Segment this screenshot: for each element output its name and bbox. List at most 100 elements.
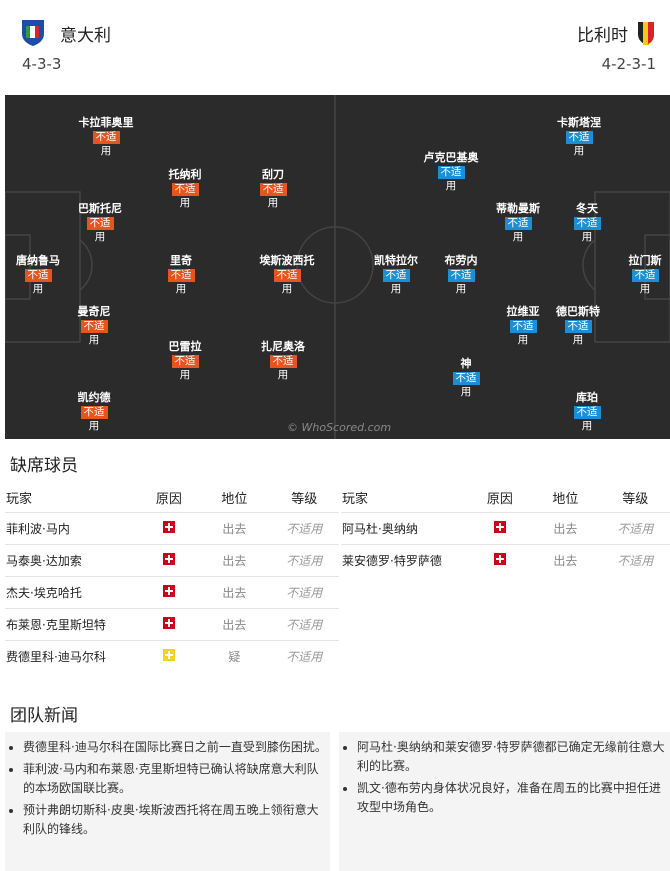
news-item: 预计弗朗切斯科·皮奥·埃斯波西托将在周五晚上领衔意大利队的锋线。 <box>23 801 330 839</box>
player-name: 马泰奥·达加索 <box>5 544 139 577</box>
player: 布劳内 不适用 <box>416 254 506 296</box>
status-sub: 用 <box>445 180 457 192</box>
status-sub: 用 <box>517 334 529 346</box>
status-tag: 不适 <box>504 217 532 230</box>
home-formation: 4-3-3 <box>22 55 62 73</box>
column-header: 地位 <box>552 491 579 507</box>
rating: 不适用 <box>269 576 339 609</box>
player: 神不适用 <box>421 357 511 399</box>
news-item: 菲利波·马内和布莱恩·克里斯坦特已确认将缺席意大利队的本场欧国联比赛。 <box>23 760 330 798</box>
status-tag: 不适 <box>452 372 480 385</box>
player: 唐纳鲁马 不适用 <box>5 254 83 296</box>
player: 库珀 不适用 <box>542 391 632 433</box>
player: 卢克巴基奥 不适用 <box>406 151 496 193</box>
player: 曼奇尼 不适用 <box>49 305 139 347</box>
header-row: 玩家 原因 地位 等级 <box>341 482 670 513</box>
icon <box>493 553 506 565</box>
rating: 不适用 <box>600 512 670 545</box>
status-tag: 不适 <box>273 269 301 282</box>
reason-icon <box>138 512 200 545</box>
player: 刮刀 不适用 <box>228 168 318 210</box>
watermark: © WhoScored.com <box>287 421 392 434</box>
status-sub: 用 <box>179 197 191 209</box>
player: 拉维亚 不适用 <box>478 305 568 347</box>
status-sub: 用 <box>455 283 467 295</box>
reason-icon <box>138 544 200 577</box>
player: 里奇 不适用 <box>136 254 226 296</box>
player: 埃斯波西托 不适用 <box>242 254 332 296</box>
status: 出去 <box>199 544 270 577</box>
icon <box>162 617 175 629</box>
status: 出去 <box>199 608 270 641</box>
status-tag: 不适 <box>573 217 601 230</box>
player: 扎尼奥洛 不适用 <box>238 340 328 382</box>
icon <box>162 553 175 565</box>
player-name: 卡拉菲奥里 <box>78 116 134 129</box>
status-tag: 不适 <box>382 269 410 282</box>
italy-crest <box>22 20 44 46</box>
news-list: 费德里科·迪马尔科在国际比赛日之前一直受到膝伤困扰。菲利波·马内和布莱恩·克里斯… <box>5 738 330 839</box>
away-formation: 4-2-3-1 <box>601 55 656 73</box>
pitch-lines <box>5 95 670 439</box>
status-tag: 不适 <box>631 269 659 282</box>
player-name: 拉门斯 <box>628 254 662 267</box>
absence-row: 马泰奥·达加索 出去 不适用 <box>5 544 339 577</box>
player-name: 里奇 <box>170 254 192 267</box>
icon <box>162 585 175 597</box>
reason-icon <box>469 544 531 576</box>
status-tag: 不适 <box>167 269 195 282</box>
news-item: 凯文·德布劳内身体状况良好，准备在周五的比赛中担任进攻型中场角色。 <box>357 779 670 817</box>
status-tag: 不适 <box>24 269 52 282</box>
player-name: 凯特拉尔 <box>374 254 418 267</box>
status-tag: 不适 <box>564 320 592 333</box>
player: 卡斯塔涅 不适用 <box>534 116 624 158</box>
home-absences: 玩家 原因 地位 等级 菲利波·马内 出去 不适用 马泰奥·达加索 出去 不适用 杰夫·埃克哈托 出去… <box>5 482 339 672</box>
status-tag: 不适 <box>509 320 537 333</box>
absence-row: 阿马杜·奥纳纳 出去 不适用 <box>341 512 670 545</box>
player-name: 凯约德 <box>77 391 111 404</box>
news-item: 阿马杜·奥纳纳和莱安德罗·特罗萨德都已确定无缘前往意大利的比赛。 <box>357 738 670 776</box>
status-sub: 用 <box>573 145 585 157</box>
rating: 不适用 <box>600 544 670 576</box>
status-sub: 用 <box>179 369 191 381</box>
status-tag: 不适 <box>573 406 601 419</box>
player-name: 阿马杜·奥纳纳 <box>341 512 470 545</box>
status: 出去 <box>199 576 270 609</box>
status-tag: 不适 <box>269 355 297 368</box>
player-name: 拉维亚 <box>506 305 540 318</box>
player-name: 杰夫·埃克哈托 <box>5 576 139 609</box>
status-tag: 不适 <box>171 355 199 368</box>
status-sub: 用 <box>88 420 100 432</box>
column-header: 玩家 <box>342 491 369 507</box>
absence-row: 菲利波·马内 出去 不适用 <box>5 512 339 545</box>
status: 疑 <box>199 640 270 672</box>
icon <box>493 521 506 533</box>
header-row: 玩家 原因 地位 等级 <box>5 482 339 513</box>
player-name: 德巴斯特 <box>556 305 600 318</box>
status-sub: 用 <box>100 145 112 157</box>
absences-title: 缺席球员 <box>10 456 78 476</box>
absence-row: 杰夫·埃克哈托 出去 不适用 <box>5 576 339 609</box>
news-item: 费德里科·迪马尔科在国际比赛日之前一直受到膝伤困扰。 <box>23 738 330 757</box>
status-sub: 用 <box>581 231 593 243</box>
icon <box>162 521 175 533</box>
away-news: 阿马杜·奥纳纳和莱安德罗·特罗萨德都已确定无缘前往意大利的比赛。凯文·德布劳内身… <box>339 732 670 871</box>
status-tag: 不适 <box>437 166 465 179</box>
status-tag: 不适 <box>565 131 593 144</box>
status-tag: 不适 <box>80 320 108 333</box>
player-name: 唐纳鲁马 <box>16 254 60 267</box>
player-name: 埃斯波西托 <box>259 254 315 267</box>
player: 德巴斯特 不适用 <box>533 305 623 347</box>
player-name: 卢克巴基奥 <box>423 151 479 164</box>
player: 凯特拉尔 不适用 <box>351 254 441 296</box>
player-name: 菲利波·马内 <box>5 512 139 545</box>
status-sub: 用 <box>572 334 584 346</box>
player-name: 费德里科·迪马尔科 <box>5 640 139 672</box>
player-name: 神 <box>460 357 472 370</box>
icon <box>162 649 175 661</box>
player-name: 布莱恩·克里斯坦特 <box>5 608 139 641</box>
absence-row: 费德里科·迪马尔科 疑不适用 <box>5 640 339 672</box>
reason-icon <box>469 512 531 545</box>
status-tag: 不适 <box>80 406 108 419</box>
